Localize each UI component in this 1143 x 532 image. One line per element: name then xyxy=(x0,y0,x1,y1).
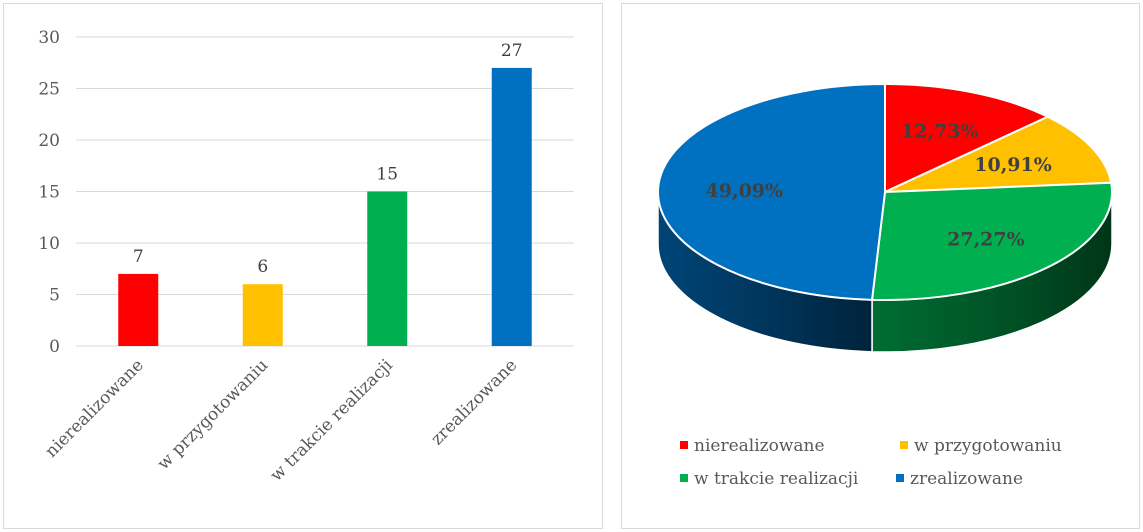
x-category-label: w trakcie realizacji xyxy=(266,355,397,486)
pie-chart-panel: 12,73% 10,91% 27,27% 49,09% nierealizowane … xyxy=(621,3,1140,529)
legend-item-w-przygotowaniu: w przygotowaniu xyxy=(900,436,1062,456)
legend-swatch-w-przygotowaniu xyxy=(900,440,908,449)
legend-label: w przygotowaniu xyxy=(914,436,1062,456)
bar xyxy=(367,191,408,346)
pie-slice-label: 10,91% xyxy=(974,154,1052,176)
legend-label: nierealizowane xyxy=(694,436,825,456)
pie-top-faces xyxy=(657,82,1113,302)
x-category-label: zrealizowane xyxy=(427,355,521,449)
pie-chart: 12,73% 10,91% 27,27% 49,09% xyxy=(657,82,1113,353)
legend-swatch-nierealizowane xyxy=(680,440,688,449)
legend-swatch-w-trakcie-realizacji xyxy=(680,473,688,482)
bar-data-label: 27 xyxy=(501,41,523,61)
y-tick-label: 15 xyxy=(38,183,60,203)
legend-item-w-trakcie-realizacji: w trakcie realizacji xyxy=(680,469,858,489)
x-category-label: nierealizowane xyxy=(41,355,147,461)
pie-slice xyxy=(884,82,1051,194)
bar-data-label: 7 xyxy=(133,247,144,267)
bar-chart: 0 5 10 15 20 25 30 7 nierealizowane 6 w przygotowa… xyxy=(38,28,574,486)
bar-data-label: 6 xyxy=(257,257,268,277)
y-tick-label: 0 xyxy=(49,337,60,357)
bar xyxy=(118,273,159,346)
y-tick-label: 5 xyxy=(49,286,60,306)
pie-slice xyxy=(884,115,1113,193)
bar-data-label: 15 xyxy=(376,165,398,185)
y-tick-label: 10 xyxy=(38,234,60,254)
pie-slice-label: 12,73% xyxy=(901,120,979,142)
pie-slice-label: 49,09% xyxy=(706,180,784,202)
bar xyxy=(491,67,532,347)
y-tick-label: 20 xyxy=(38,131,60,151)
bar-chart-panel: 0 5 10 15 20 25 30 7 nierealizowane 6 w przygotowa… xyxy=(3,3,603,529)
legend-label: w trakcie realizacji xyxy=(694,469,859,489)
legend-swatch-zrealizowane xyxy=(896,473,904,482)
x-category-label: w przygotowaniu xyxy=(154,355,273,474)
legend-item-zrealizowane: zrealizowane xyxy=(896,469,1023,489)
y-tick-label: 25 xyxy=(38,80,60,100)
legend-label: zrealizowane xyxy=(910,469,1024,489)
y-tick-label: 30 xyxy=(38,28,60,48)
bar xyxy=(242,284,283,346)
pie-slice xyxy=(870,181,1113,302)
pie-slice-label: 27,27% xyxy=(947,229,1025,251)
pie-slice xyxy=(657,82,886,301)
legend-item-nierealizowane: nierealizowane xyxy=(680,436,825,456)
